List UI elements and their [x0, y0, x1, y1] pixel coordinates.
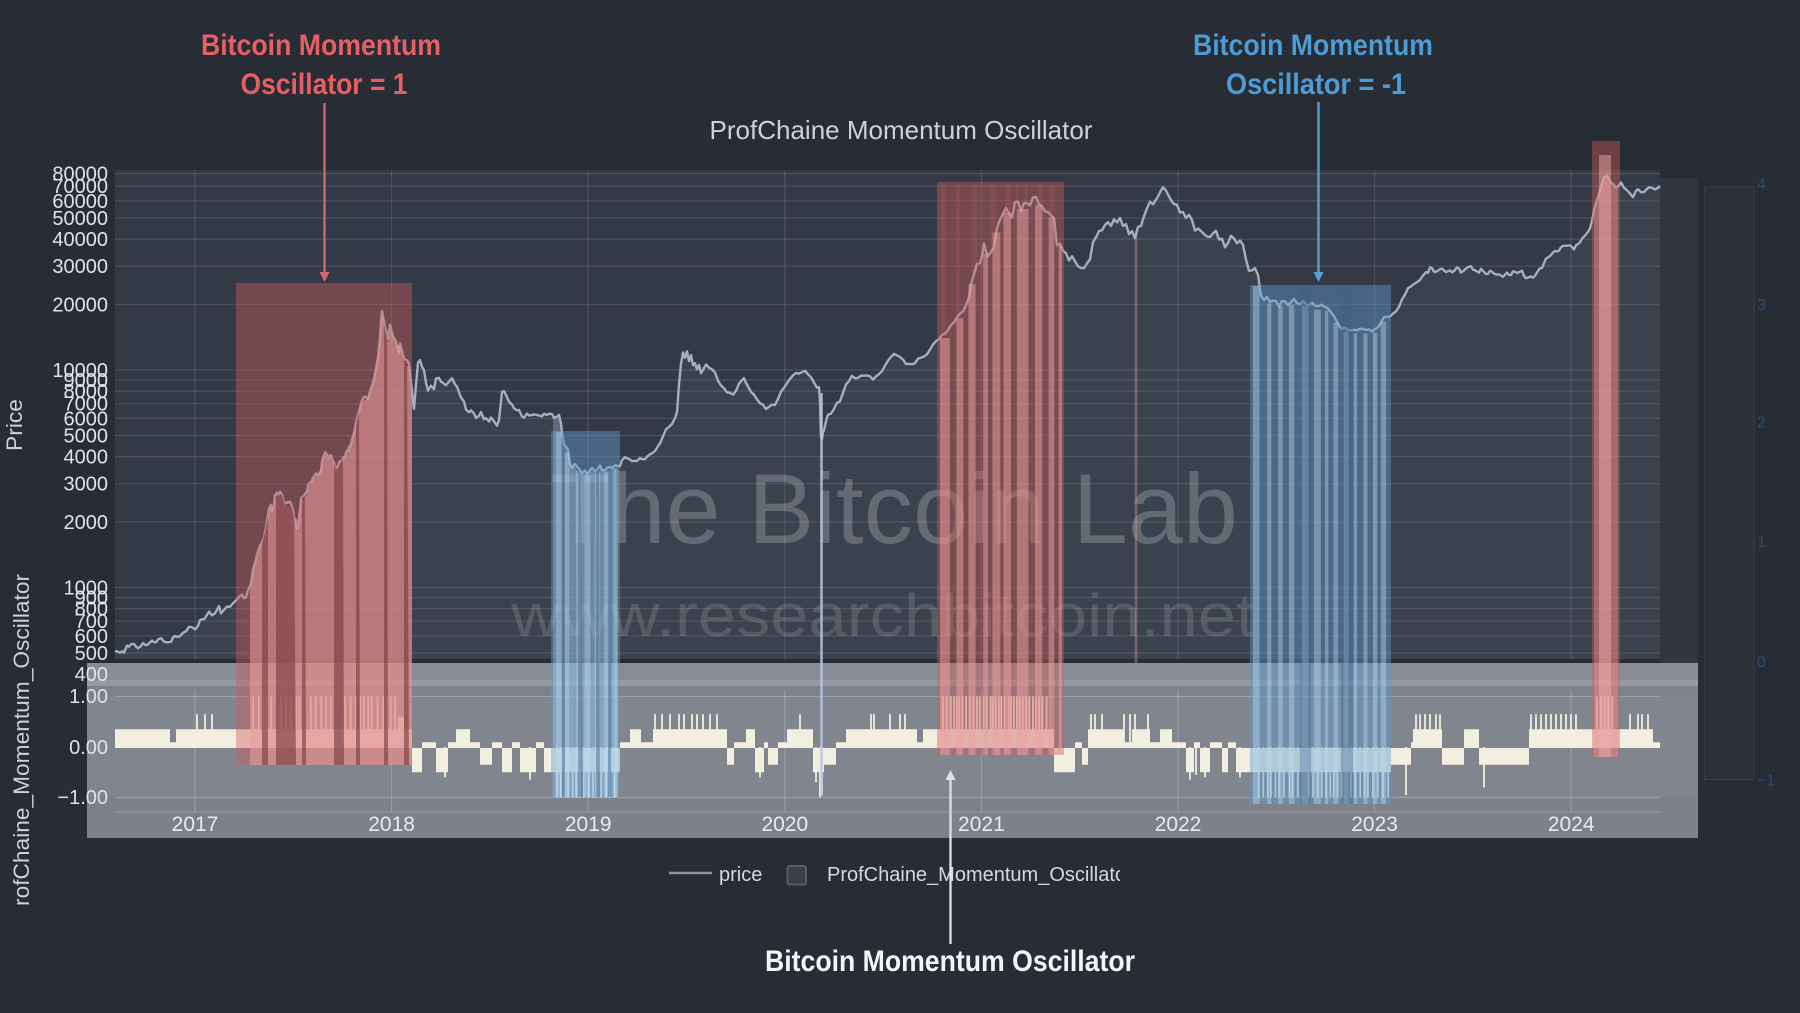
svg-text:700: 700	[75, 611, 108, 633]
svg-text:5000: 5000	[64, 426, 109, 448]
svg-text:Oscillator = -1: Oscillator = -1	[1226, 68, 1406, 101]
svg-text:Price: Price	[2, 399, 27, 451]
svg-text:3000: 3000	[64, 474, 109, 496]
svg-text:Bitcoin Momentum Oscillator: Bitcoin Momentum Oscillator	[765, 945, 1135, 978]
svg-text:10000: 10000	[52, 360, 108, 382]
svg-text:Bitcoin Momentum: Bitcoin Momentum	[201, 29, 441, 62]
svg-text:4: 4	[1757, 177, 1766, 194]
svg-text:0: 0	[1757, 654, 1766, 671]
svg-text:2023: 2023	[1351, 813, 1398, 836]
svg-text:500: 500	[75, 643, 108, 665]
svg-text:2024: 2024	[1548, 813, 1595, 836]
svg-text:ProfChaine Momentum Oscillator: ProfChaine Momentum Oscillator	[710, 115, 1093, 145]
svg-text:900: 900	[75, 588, 108, 610]
svg-text:2020: 2020	[761, 813, 808, 836]
svg-text:2022: 2022	[1155, 813, 1202, 836]
svg-text:2019: 2019	[565, 813, 612, 836]
svg-text:−1.00: −1.00	[57, 787, 108, 809]
svg-text:price: price	[719, 864, 762, 886]
svg-text:30000: 30000	[52, 256, 108, 278]
svg-text:Oscillator = 1: Oscillator = 1	[241, 68, 408, 101]
svg-text:1: 1	[1757, 534, 1766, 551]
svg-text:The Bitcoin Lab: The Bitcoin Lab	[550, 453, 1238, 564]
svg-text:Bitcoin Momentum: Bitcoin Momentum	[1193, 29, 1433, 62]
svg-text:800: 800	[75, 599, 108, 621]
svg-text:50000: 50000	[52, 208, 108, 230]
svg-text:ProfChaine_Momentum_Oscillator: ProfChaine_Momentum_Oscillator	[827, 864, 1133, 886]
svg-text:9000: 9000	[64, 370, 109, 392]
svg-text:−1: −1	[1757, 773, 1775, 790]
svg-text:400: 400	[75, 664, 108, 686]
svg-text:2000: 2000	[64, 512, 109, 534]
svg-text:6000: 6000	[64, 408, 109, 430]
svg-text:2021: 2021	[958, 813, 1005, 836]
svg-text:0.00: 0.00	[69, 737, 108, 759]
svg-text:70000: 70000	[52, 176, 108, 198]
svg-text:2: 2	[1757, 415, 1766, 432]
svg-text:8000: 8000	[64, 381, 109, 403]
svg-text:60000: 60000	[52, 191, 108, 213]
svg-text:1.00: 1.00	[69, 686, 108, 708]
svg-text:rofChaine_Momentum_Oscillator: rofChaine_Momentum_Oscillator	[9, 574, 34, 906]
svg-text:2017: 2017	[172, 813, 219, 836]
svg-text:20000: 20000	[52, 295, 108, 317]
svg-text:80000: 80000	[52, 164, 108, 186]
svg-text:www.researchbitcoin.net: www.researchbitcoin.net	[510, 582, 1256, 649]
svg-text:1000: 1000	[64, 578, 109, 600]
svg-text:4000: 4000	[64, 447, 109, 469]
svg-text:600: 600	[75, 626, 108, 648]
svg-text:3: 3	[1757, 297, 1766, 314]
svg-text:40000: 40000	[52, 229, 108, 251]
svg-text:2018: 2018	[368, 813, 415, 836]
svg-text:7000: 7000	[64, 394, 109, 416]
